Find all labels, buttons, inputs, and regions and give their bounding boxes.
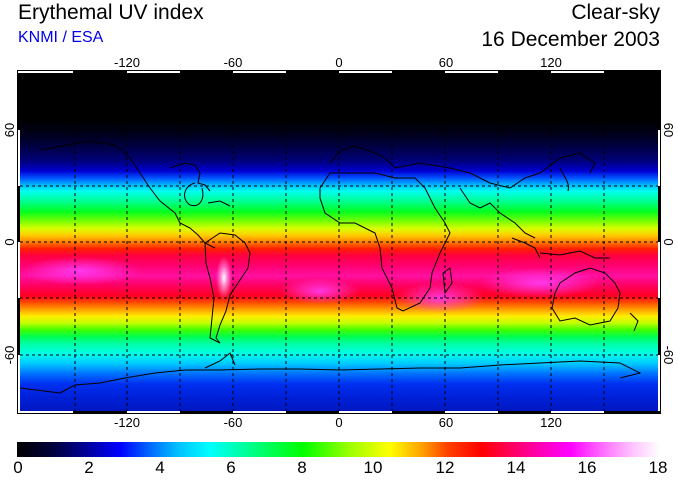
lon-label-top: -60: [223, 55, 243, 70]
frame-tick-bottom: [551, 411, 604, 413]
lon-label-top: -120: [113, 55, 141, 70]
lat-label-right: 0: [661, 238, 676, 246]
lon-label-bottom: 60: [438, 415, 454, 430]
colorbar-tick-label: 10: [363, 458, 383, 477]
frame-tick-top: [551, 71, 604, 73]
source-label: KNMI / ESA: [18, 29, 104, 46]
frame-tick-right: [658, 242, 660, 298]
coastlines: [20, 140, 642, 394]
grid-lines: [20, 73, 658, 411]
frame-tick-left: [18, 130, 20, 186]
condition-label: Clear-sky: [571, 1, 660, 24]
colorbar-tick-label: 2: [84, 458, 94, 477]
lon-label-top: 120: [540, 55, 562, 70]
page-title: Erythemal UV index: [18, 1, 204, 24]
lon-label-bottom: -60: [223, 415, 243, 430]
lat-label-left: 0: [2, 238, 17, 246]
lat-label-right: -60: [661, 345, 676, 365]
frame-tick-right: [658, 130, 660, 186]
lon-label-bottom: -120: [113, 415, 141, 430]
lon-label-top: 0: [335, 55, 343, 70]
frame-tick-top: [445, 71, 498, 73]
frame-tick-right: [658, 355, 660, 411]
color-scale-bar: [17, 442, 660, 457]
uv-index-map: [20, 73, 658, 411]
frame-tick-bottom: [127, 411, 180, 413]
lon-label-top: 60: [438, 55, 454, 70]
frame-tick-top: [339, 71, 392, 73]
colorbar-tick-label: 8: [297, 458, 307, 477]
colorbar-tick-label: 16: [577, 458, 597, 477]
frame-tick-top: [18, 71, 73, 73]
frame-tick-bottom: [18, 411, 73, 413]
colorbar-tick-label: 18: [648, 458, 668, 477]
colorbar-tick-label: 6: [226, 458, 236, 477]
lat-label-right: 60: [661, 122, 676, 138]
frame-tick-left: [18, 242, 20, 298]
colorbar-tick-label: 4: [155, 458, 165, 477]
lat-label-left: -60: [2, 345, 17, 365]
date-label: 16 December 2003: [481, 28, 660, 51]
frame-tick-bottom: [445, 411, 498, 413]
lon-label-bottom: 120: [540, 415, 562, 430]
frame-tick-left: [18, 355, 20, 411]
frame-tick-bottom: [339, 411, 392, 413]
frame-tick-bottom: [233, 411, 286, 413]
lat-label-left: 60: [2, 122, 17, 138]
map-overlay: [20, 73, 658, 411]
lon-label-bottom: 0: [335, 415, 343, 430]
frame-tick-top: [127, 71, 180, 73]
colorbar-tick-label: 12: [435, 458, 455, 477]
colorbar-tick-label: 0: [13, 458, 23, 477]
colorbar-tick-label: 14: [506, 458, 526, 477]
frame-tick-top: [233, 71, 286, 73]
